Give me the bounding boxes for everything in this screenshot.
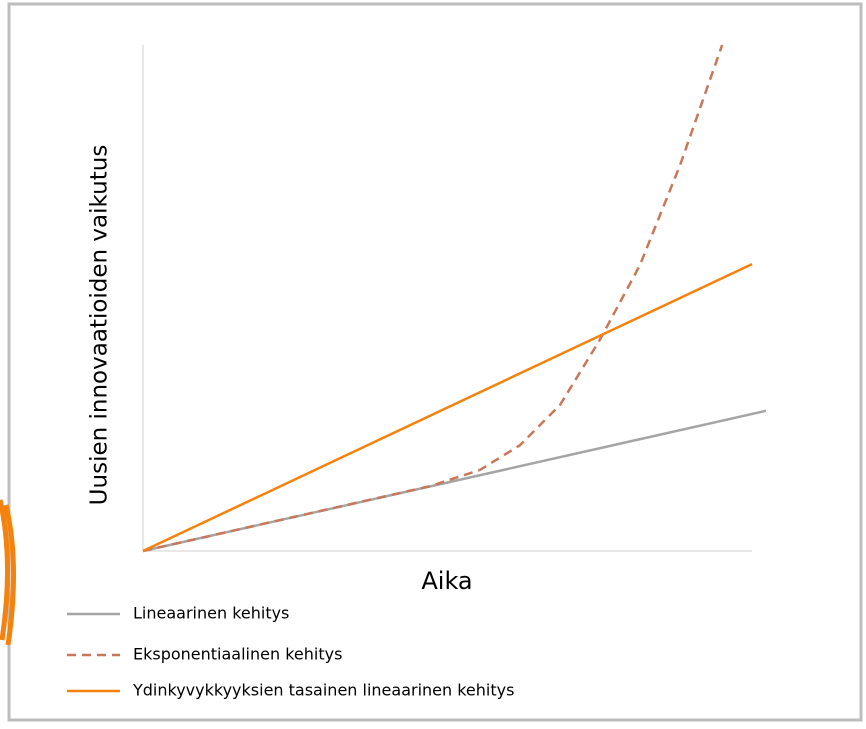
- legend-label: Lineaarinen kehitys: [133, 604, 289, 623]
- legend-label: Ydinkyvykkyyksien tasainen lineaarinen k…: [132, 681, 514, 700]
- x-axis-title: Aika: [421, 567, 472, 595]
- series-line: [142, 262, 753, 553]
- series-line: [142, 44, 724, 553]
- frame: [7, 2, 863, 722]
- y-axis-title: Uusien innovaatioiden vaikutus: [87, 145, 113, 506]
- decoration: [0, 499, 16, 646]
- legend-label: Eksponentiaalinen kehitys: [133, 645, 342, 664]
